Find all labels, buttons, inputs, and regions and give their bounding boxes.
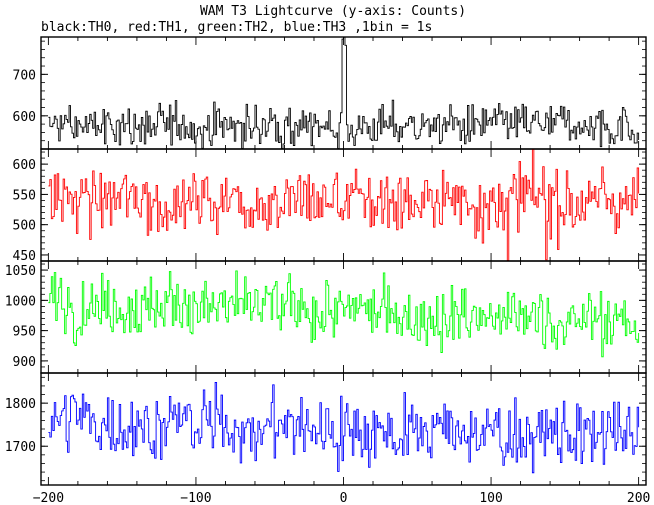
panel-3: 1700 1800 — [5, 372, 647, 486]
y-tick-label: 1050 — [5, 264, 36, 279]
panel-frame-3 — [40, 372, 647, 486]
x-axis: −200 −100 0 100 200 — [33, 491, 651, 505]
y-tick-label: 1800 — [5, 397, 36, 412]
series-line-0 — [48, 36, 640, 150]
x-tick-label: 100 — [479, 491, 502, 505]
x-tick-label: 200 — [627, 491, 650, 505]
chart-title: WAM T3 Lightcurve (y-axis: Counts) — [200, 4, 466, 19]
y-tick-label: 1700 — [5, 440, 36, 455]
chart-subtitle: black:TH0, red:TH1, green:TH2, blue:TH3 … — [41, 20, 432, 35]
y-tick-label: 550 — [13, 188, 36, 203]
panel-0: 600 700 — [13, 36, 647, 150]
y-tick-label: 450 — [13, 249, 36, 264]
y-tick-label: 600 — [13, 110, 36, 125]
x-tick-label: −100 — [180, 491, 211, 505]
y-tick-label: 950 — [13, 325, 36, 340]
y-tick-label: 1000 — [5, 294, 36, 309]
y-tick-label: 700 — [13, 68, 36, 83]
x-tick-label: 0 — [340, 491, 348, 505]
panel-2: 900 950 1000 1050 — [5, 260, 647, 374]
panel-frame-1 — [40, 148, 647, 262]
panels-group: 600 700 450 500 550 600 900 950 1000 1050 1700 1800 — [5, 36, 647, 486]
panel-frame-0 — [40, 36, 647, 150]
x-tick-label: −200 — [33, 491, 64, 505]
y-tick-label: 600 — [13, 158, 36, 173]
panel-1: 450 500 550 600 — [13, 148, 647, 264]
panel-frame-2 — [40, 260, 647, 374]
y-tick-label: 900 — [13, 355, 36, 370]
y-tick-label: 500 — [13, 219, 36, 234]
series-line-2 — [48, 270, 640, 358]
series-line-1 — [48, 148, 640, 261]
series-line-3 — [48, 382, 640, 474]
